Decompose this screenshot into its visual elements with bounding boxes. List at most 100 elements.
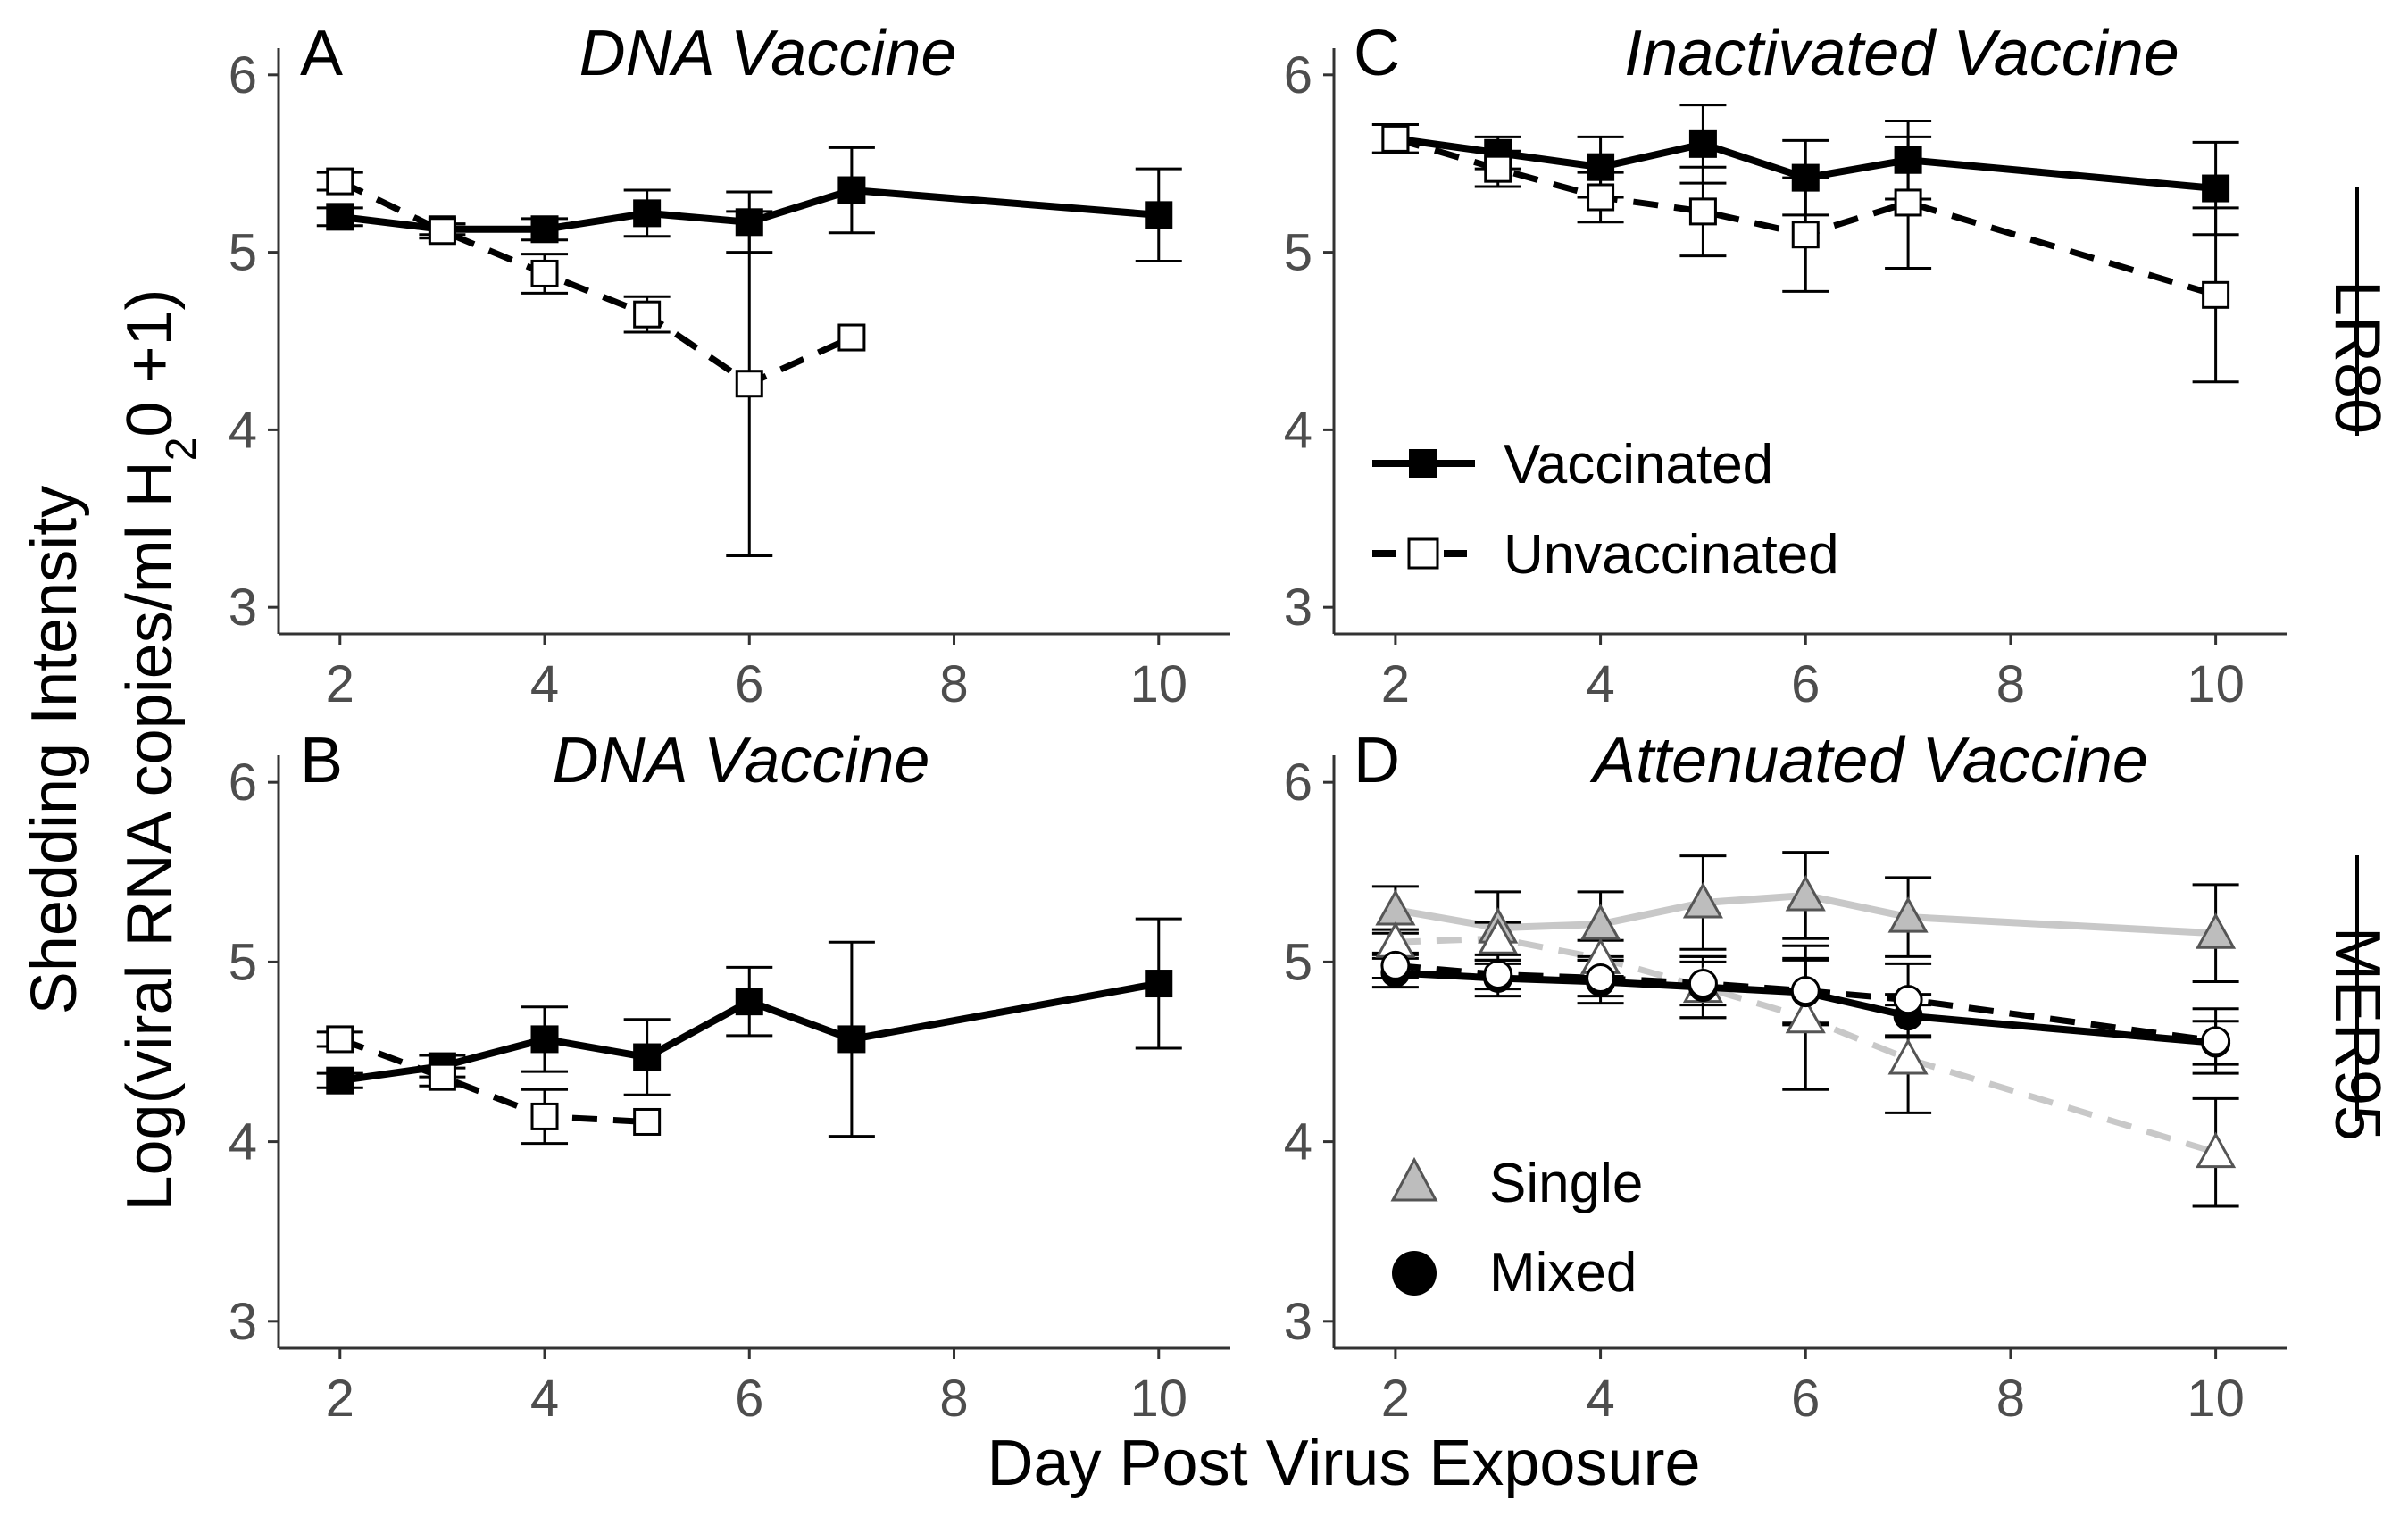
- x-tick-label: 4: [530, 655, 559, 713]
- panel-letter: B: [300, 725, 343, 796]
- x-tick-label: 4: [1586, 1370, 1614, 1428]
- y-tick-label: 5: [1284, 933, 1312, 991]
- x-tick-label: 10: [1130, 655, 1188, 713]
- y-tick-label: 3: [1284, 579, 1312, 637]
- data-point-single-vacc: [2196, 912, 2237, 949]
- x-tick-label: 2: [326, 655, 354, 713]
- panel-letter: C: [1354, 18, 1400, 89]
- x-tick-label: 6: [1791, 1370, 1820, 1428]
- data-point-vacc: [735, 208, 763, 237]
- data-point-vacc: [633, 199, 662, 228]
- data-point-mixed-unvacc: [2201, 1026, 2231, 1056]
- panel-c: 3 4 5 6 2 4 6 8 10 C Inactivated Vaccine: [1284, 18, 2287, 713]
- panel-a: 3 4 5 6 2 4 6 8 10 A DNA Vaccine: [229, 18, 1230, 713]
- legend-unvaccinated-label: Unvaccinated: [1504, 524, 1839, 586]
- legend-infection: Single Mixed: [1390, 1153, 1643, 1304]
- data-point-single-vacc: [1785, 874, 1826, 912]
- legend-unvaccinated-marker: [1407, 538, 1439, 570]
- x-tick-label: 8: [1996, 1370, 2025, 1428]
- data-point-vacc: [530, 1025, 559, 1054]
- data-point-unvacc: [1688, 197, 1717, 226]
- y-tick-label: 6: [1284, 754, 1312, 812]
- legend-mixed-marker: [1392, 1251, 1437, 1296]
- data-point-single-vacc: [1375, 888, 1416, 926]
- data-point-mixed-unvacc: [1586, 963, 1616, 994]
- data-point-vacc: [1145, 970, 1173, 998]
- data-point-vacc: [2202, 174, 2230, 203]
- data-point-unvacc: [837, 323, 866, 352]
- data-point-vacc: [837, 176, 866, 204]
- x-tick-label: 10: [2187, 655, 2245, 713]
- panel-letter: D: [1354, 725, 1400, 796]
- data-point-vacc: [326, 1066, 354, 1095]
- panel-b: 3 4 5 6 2 4 6 8 10 B DNA Vaccine: [229, 725, 1230, 1428]
- data-point-unvacc: [326, 1025, 354, 1054]
- data-point-vacc: [735, 988, 763, 1016]
- x-tick-label: 10: [2187, 1370, 2245, 1428]
- panel-title: DNA Vaccine: [553, 725, 930, 796]
- data-point-mixed-unvacc: [1687, 969, 1718, 999]
- data-point-unvacc: [1894, 188, 1922, 217]
- y-tick-label: 6: [229, 754, 257, 812]
- data-point-vacc: [530, 215, 559, 244]
- panel-letter: A: [300, 18, 343, 89]
- x-tick-label: 8: [1996, 655, 2025, 713]
- data-point-unvacc: [2202, 280, 2230, 309]
- data-point-single-unvacc: [1887, 1038, 1929, 1075]
- y-tick-label: 4: [229, 1113, 257, 1171]
- y-axis-title-line1: Shedding Intensity: [19, 486, 90, 1014]
- y-axis-title-line2: Log(viral RNA copies/ml H20 +1): [114, 288, 205, 1211]
- data-point-vacc: [837, 1025, 866, 1054]
- y-tick-label: 6: [229, 46, 257, 104]
- y-tick-label: 3: [1284, 1293, 1312, 1351]
- x-tick-label: 10: [1130, 1370, 1188, 1428]
- data-point-unvacc: [326, 167, 354, 196]
- data-point-vacc: [1688, 129, 1717, 158]
- data-point-unvacc: [1484, 154, 1512, 183]
- x-tick-label: 6: [735, 1370, 763, 1428]
- x-tick-label: 2: [1381, 655, 1410, 713]
- y-tick-label: 4: [229, 401, 257, 459]
- x-axis-title: Day Post Virus Exposure: [987, 1428, 1700, 1499]
- x-tick-label: 4: [530, 1370, 559, 1428]
- legend-mixed-label: Mixed: [1489, 1242, 1637, 1304]
- data-point-mixed-unvacc: [1790, 976, 1821, 1006]
- data-point-vacc: [326, 203, 354, 231]
- y-tick-label: 3: [229, 579, 257, 637]
- legend-vaccinated-marker: [1409, 449, 1437, 478]
- panel-title: DNA Vaccine: [579, 18, 957, 89]
- x-tick-label: 4: [1586, 655, 1614, 713]
- legend-single-label: Single: [1489, 1153, 1643, 1214]
- legend-single-marker: [1390, 1156, 1438, 1202]
- data-point-unvacc: [530, 259, 559, 288]
- data-point-single-unvacc: [1785, 996, 1826, 1034]
- y-axis-title: Shedding Intensity Log(viral RNA copies/…: [19, 288, 205, 1211]
- data-point-unvacc: [1381, 124, 1410, 153]
- data-point-vacc: [633, 1043, 662, 1071]
- x-tick-label: 6: [1791, 655, 1820, 713]
- data-point-unvacc: [633, 300, 662, 329]
- legend-vaccinated-label: Vaccinated: [1504, 434, 1773, 496]
- data-point-unvacc: [530, 1102, 559, 1130]
- x-tick-label: 6: [735, 655, 763, 713]
- data-point-unvacc: [1791, 221, 1820, 249]
- data-point-mixed-unvacc: [1893, 985, 1923, 1015]
- x-tick-label: 2: [1381, 1370, 1410, 1428]
- y-tick-label: 5: [229, 224, 257, 282]
- data-point-single-vacc: [1887, 896, 1929, 933]
- data-point-single-unvacc: [2196, 1131, 2237, 1169]
- y-tick-label: 5: [229, 933, 257, 991]
- data-point-vacc: [1791, 163, 1820, 192]
- panel-d: 3 4 5 6 2 4 6 8 10 D Attenuated Vaccine: [1284, 725, 2287, 1428]
- data-point-unvacc: [428, 1062, 456, 1091]
- panel-title: Attenuated Vaccine: [1589, 725, 2148, 796]
- data-point-vacc: [1894, 146, 1922, 174]
- data-point-unvacc: [428, 217, 456, 246]
- series-line-unvacc: [338, 1036, 647, 1125]
- data-point-unvacc: [1587, 183, 1615, 212]
- data-point-unvacc: [735, 370, 763, 398]
- y-tick-label: 4: [1284, 1113, 1312, 1171]
- data-point-single-vacc: [1682, 881, 1723, 919]
- x-tick-label: 8: [939, 1370, 968, 1428]
